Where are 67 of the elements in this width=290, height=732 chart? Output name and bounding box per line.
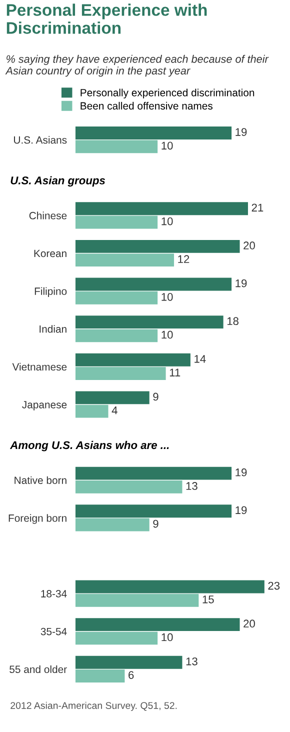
- legend-label: Been called offensive names: [80, 102, 212, 110]
- y-tick-label: Korean: [34, 250, 66, 258]
- y-tick-label: Vietnamese: [12, 362, 67, 371]
- data-label: 19: [236, 128, 247, 136]
- data-label: 10: [162, 217, 173, 226]
- data-label: 19: [236, 279, 247, 288]
- text: 2012 Asian-American Survey. Q51, 52.: [10, 702, 177, 711]
- data-label: 10: [162, 633, 173, 642]
- y-tick-label: 55 and older: [10, 665, 67, 674]
- data-label: 19: [236, 506, 247, 514]
- bar: [75, 367, 166, 380]
- bar: [75, 278, 232, 291]
- bar: [75, 504, 232, 518]
- bar: [75, 618, 240, 632]
- bar: [75, 580, 264, 594]
- annotation: Among U.S. Asians who are ...: [10, 440, 169, 452]
- data-label: 12: [178, 255, 190, 263]
- data-label: 10: [162, 292, 173, 301]
- chart-title: Personal Experience with Discrimination: [6, 4, 207, 34]
- bar: [75, 202, 248, 216]
- data-label: 18: [227, 317, 238, 326]
- data-label: 10: [162, 142, 173, 150]
- data-label: 13: [186, 657, 198, 666]
- bar: [75, 518, 150, 532]
- bar: [75, 216, 158, 229]
- data-label: 10: [162, 330, 173, 339]
- bar: [75, 404, 108, 418]
- y-tick-label: Filipino: [34, 287, 67, 297]
- y-tick-label: Native born: [14, 476, 66, 484]
- bar: [75, 670, 125, 682]
- data-label: 6: [128, 671, 134, 679]
- data-label: 21: [252, 204, 264, 212]
- data-label: 23: [268, 582, 280, 590]
- bar: [75, 329, 158, 342]
- bar: [75, 594, 199, 607]
- bar: [75, 126, 232, 140]
- annotation: U.S. Asian groups: [10, 176, 106, 187]
- data-label: 14: [194, 355, 206, 363]
- y-tick-label: Indian: [40, 325, 66, 333]
- data-label: 13: [186, 482, 198, 490]
- bar: [75, 391, 150, 404]
- data-label: 20: [244, 242, 255, 250]
- y-tick-label: Chinese: [29, 212, 67, 220]
- data-label: 19: [236, 468, 247, 476]
- data-label: 11: [170, 368, 180, 376]
- data-label: 9: [153, 392, 158, 401]
- chart-subtitle: % saying they have experienced each because of their Asian country of origin in the past year: [5, 54, 269, 77]
- y-tick-label: Foreign born: [8, 514, 66, 524]
- legend-label: Personally experienced discrimination: [80, 88, 254, 98]
- data-label: 9: [153, 520, 158, 528]
- bar: [75, 466, 232, 480]
- y-tick-label: Japanese: [22, 401, 67, 410]
- bar: [75, 240, 240, 253]
- y-tick-label: 35-54: [40, 628, 67, 636]
- data-label: 20: [244, 620, 255, 628]
- bar: [75, 632, 158, 645]
- bar: [75, 353, 190, 366]
- bar: [75, 656, 182, 669]
- bar: [75, 254, 174, 267]
- y-tick-label: U.S. Asians: [14, 136, 67, 144]
- data-label: 15: [202, 596, 214, 604]
- bar: [75, 316, 224, 329]
- data-label: 4: [112, 406, 118, 414]
- bar: [75, 140, 158, 154]
- y-tick-label: 18-34: [41, 590, 67, 598]
- bar: [75, 480, 182, 494]
- bar: [75, 291, 158, 304]
